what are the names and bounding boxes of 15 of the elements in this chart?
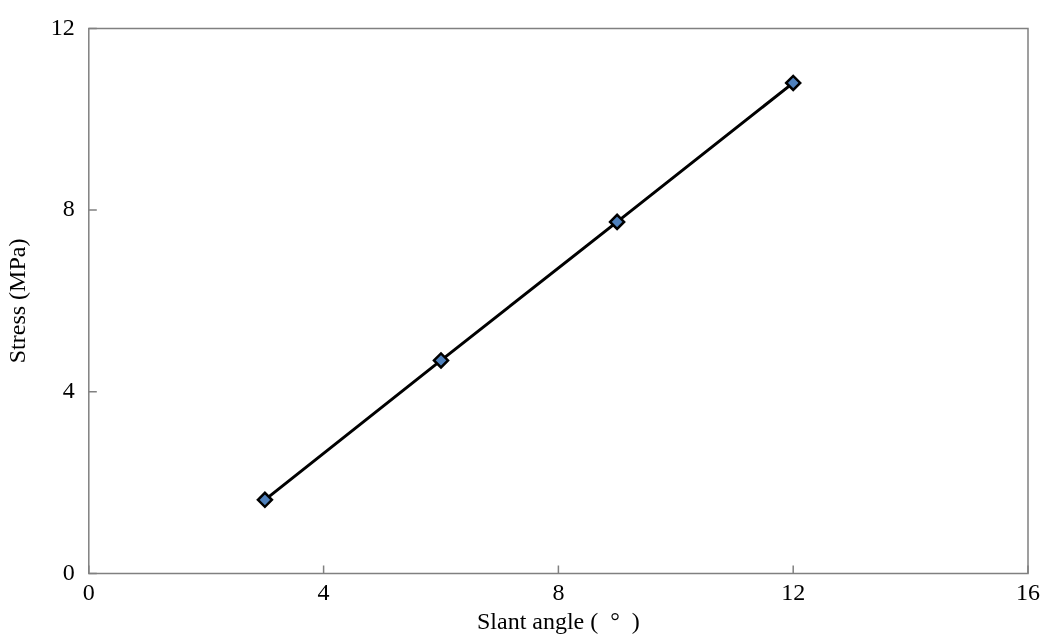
point [784,74,802,92]
x-tick-label: 12 [781,579,806,606]
y-tick-label: 8 [62,195,75,222]
point [256,491,274,509]
point [432,352,450,369]
y-tick-label: 12 [50,13,75,40]
y-tick-label: 4 [62,377,75,404]
y-axis-title: Stress (MPa) [3,238,30,364]
x-tick-label: 8 [552,579,565,606]
x-tick-label: 4 [317,579,330,606]
x-tick-label: 0 [82,579,95,606]
x-axis-title: Slant angle ( ° ) [476,607,640,634]
x-tick-label: 16 [1016,579,1040,606]
y-tick-label: 0 [62,558,75,585]
point [608,213,626,231]
